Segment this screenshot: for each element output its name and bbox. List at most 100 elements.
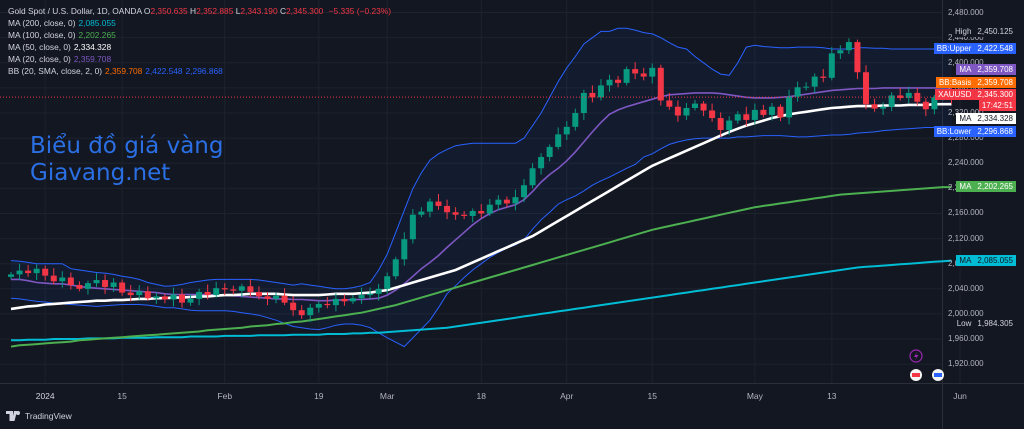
price-badge-label: MA <box>956 255 975 267</box>
candle-body <box>196 291 203 299</box>
time-tick-label: May <box>746 391 763 401</box>
candle-body <box>786 96 793 118</box>
ohlc-change: −5.335 (−0.23%) <box>328 6 392 16</box>
candle-body <box>67 277 74 286</box>
price-badge-value: 2,296.868 <box>974 126 1016 138</box>
candle-body <box>230 289 237 291</box>
price-tick-label: 2,040.000 <box>948 283 984 293</box>
time-tick-label: Jun <box>953 391 967 401</box>
price-badge-value: 2,345.300 <box>974 88 1016 100</box>
legend-ma200[interactable]: MA (200, close, 0) 2,085.055 <box>8 18 116 28</box>
candle-body <box>503 199 510 204</box>
candle-body <box>298 310 305 316</box>
candle-body <box>16 270 23 275</box>
candle-body <box>888 95 895 107</box>
tradingview-logo[interactable]: TradingView <box>6 411 72 421</box>
candle-body <box>640 73 647 77</box>
candle-body <box>426 201 433 212</box>
candle-body <box>315 303 322 308</box>
candle-body <box>700 103 707 111</box>
lightning-icon-glyph <box>914 352 919 361</box>
legend-bb[interactable]: BB (20, SMA, close, 2, 0) 2,359.708 2,422.… <box>8 66 223 76</box>
candle-body <box>837 50 844 54</box>
symbol-title: Gold Spot / U.S. Dollar, 1D, OANDA <box>8 6 142 16</box>
price-badge: BB:Upper 2,422.548 <box>933 43 1016 55</box>
candle-body <box>632 69 639 74</box>
ma200-line <box>11 259 952 342</box>
price-badge-value: 2,334.328 <box>974 112 1016 124</box>
candle-body <box>136 291 143 296</box>
candle-body <box>384 276 391 289</box>
price-badge: MA 2,359.708 <box>956 64 1016 76</box>
ohlc-high: H2,352.885 <box>190 6 234 16</box>
price-badge: BB:Lower 2,296.868 <box>933 126 1016 138</box>
bb-lower-line <box>10 127 952 348</box>
candle-body <box>922 101 929 110</box>
candle-body <box>238 286 245 291</box>
legend-symbol-row[interactable]: Gold Spot / U.S. Dollar, 1D, OANDA O2,35… <box>8 5 391 17</box>
candle-body <box>358 295 365 299</box>
candle-body <box>264 296 271 299</box>
price-badge: XAUUSD 2,345.300 <box>935 88 1016 100</box>
lightning-icon[interactable] <box>909 349 923 363</box>
candle-body <box>461 214 468 216</box>
candle-body <box>478 210 485 214</box>
chart-legend: Gold Spot / U.S. Dollar, 1D, OANDA O2,35… <box>8 5 391 77</box>
candle-body <box>401 239 408 260</box>
candle-body <box>555 134 562 147</box>
price-badge-label: High <box>951 25 975 37</box>
legend-ma20[interactable]: MA (20, close, 0) 2,359.708 <box>8 54 112 64</box>
candle-body <box>42 268 49 276</box>
candle-body <box>281 295 288 303</box>
price-badge: MA 2,334.328 <box>956 112 1016 124</box>
price-tick-label: 2,320.000 <box>948 108 984 118</box>
candle-body <box>324 303 331 306</box>
time-tick-label: Feb <box>217 391 233 401</box>
candle-body <box>768 106 775 115</box>
candle-body <box>589 92 596 98</box>
price-badge: High 2,450.125 <box>951 25 1016 37</box>
bb-fill <box>11 28 952 347</box>
price-badge-label: XAUUSD <box>935 88 975 100</box>
candle-body <box>375 288 382 294</box>
candle-body <box>863 72 869 105</box>
candle-body <box>743 114 750 120</box>
time-tick-label: 15 <box>647 391 657 401</box>
price-badge-value: 1,984.305 <box>974 318 1016 330</box>
candle-body <box>828 53 835 78</box>
candle-body <box>144 291 151 299</box>
legend-ma100[interactable]: MA (100, close, 0) 2,202.265 <box>8 30 116 40</box>
legend-ma50[interactable]: MA (50, close, 0) 2,334.328 <box>8 42 112 52</box>
candle-body <box>25 270 32 274</box>
candle-body <box>734 114 741 121</box>
candle-body <box>247 286 254 292</box>
candle-body <box>683 107 690 116</box>
price-badge-value: 2,085.055 <box>974 255 1016 267</box>
time-tick-label: Mar <box>379 391 395 401</box>
price-badge-value: 2,422.548 <box>974 43 1016 55</box>
price-tick-label: 2,240.000 <box>948 158 984 168</box>
candle-body <box>102 280 109 287</box>
price-badge: MA 2,085.055 <box>956 255 1016 267</box>
time-tick-label: 2024 <box>35 391 55 401</box>
candle-body <box>803 86 810 88</box>
time-tick-label: 19 <box>314 391 324 401</box>
candle-body <box>392 259 399 277</box>
candle-body <box>418 211 425 215</box>
price-tick-label: 2,440.000 <box>948 32 984 42</box>
price-badge: MA 2,202.265 <box>956 181 1016 193</box>
candle-body <box>452 212 459 215</box>
candle-body <box>529 168 536 186</box>
candle-body <box>726 120 733 130</box>
candle-body <box>521 185 527 198</box>
price-badge-label: BB:Upper <box>933 43 975 55</box>
chart-event-icons[interactable] <box>907 348 947 384</box>
price-tick-label: 2,400.000 <box>948 57 984 67</box>
candle-body <box>666 100 673 107</box>
candle-body <box>760 109 767 115</box>
candle-body <box>273 295 280 299</box>
time-tick-label: 18 <box>476 391 486 401</box>
candle-body <box>563 126 570 135</box>
candle-body <box>820 76 827 78</box>
